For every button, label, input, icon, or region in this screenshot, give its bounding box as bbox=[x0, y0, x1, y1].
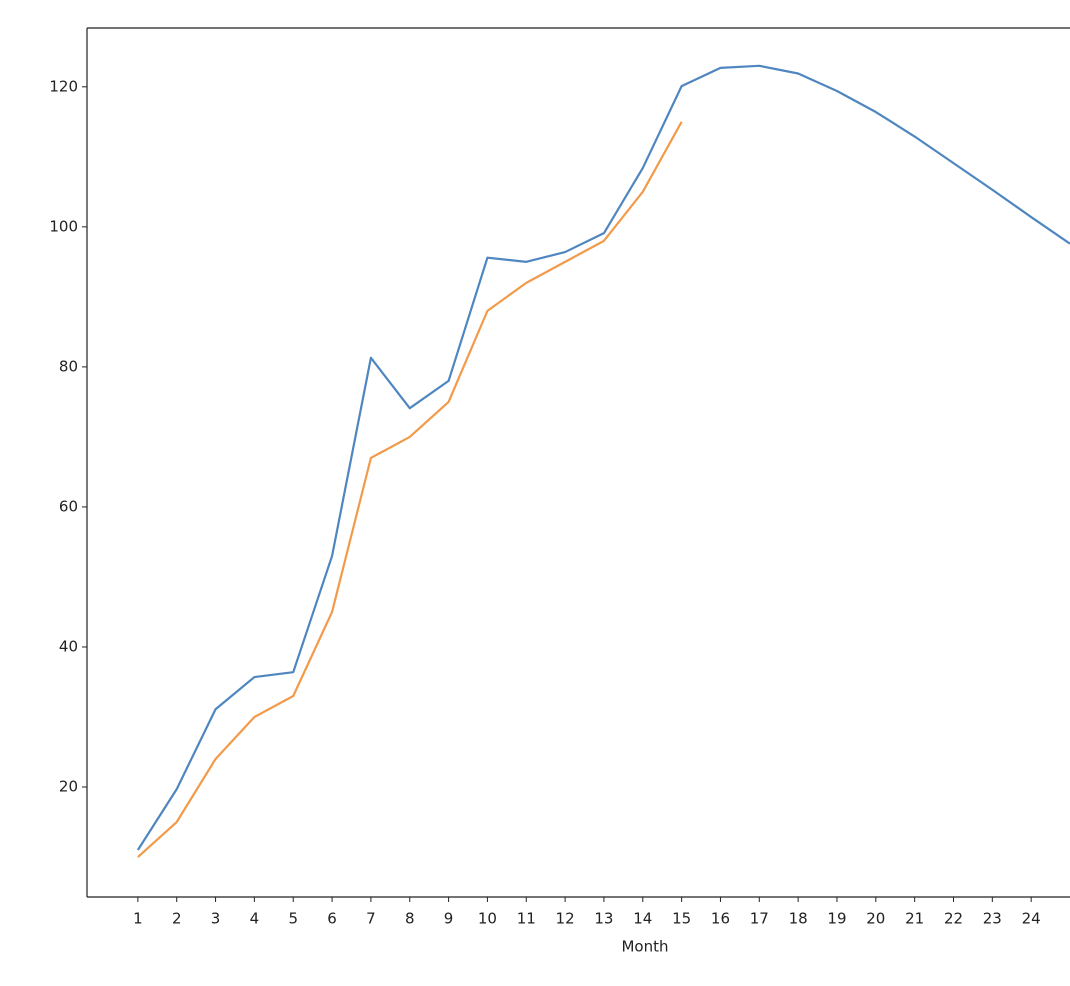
y-tick-label: 20 bbox=[59, 778, 78, 796]
x-tick-label: 22 bbox=[944, 910, 963, 928]
y-tick-label: 80 bbox=[59, 357, 78, 375]
series-line bbox=[137, 121, 683, 858]
x-tick-label: 1 bbox=[133, 910, 143, 928]
x-tick-label: 11 bbox=[517, 910, 536, 928]
x-tick-label: 18 bbox=[789, 910, 808, 928]
x-tick-label: 23 bbox=[983, 910, 1002, 928]
x-tick-label: 19 bbox=[827, 910, 846, 928]
x-tick-label: 3 bbox=[211, 910, 221, 928]
x-tick-label: 9 bbox=[444, 910, 454, 928]
x-tick-label: 5 bbox=[288, 910, 298, 928]
y-tick-label: 40 bbox=[59, 637, 78, 655]
y-tick-label: 120 bbox=[49, 77, 78, 95]
x-tick-label: 17 bbox=[750, 910, 769, 928]
x-tick-label: 20 bbox=[866, 910, 885, 928]
x-tick-label: 14 bbox=[633, 910, 652, 928]
x-tick-label: 21 bbox=[905, 910, 924, 928]
x-tick-label: 8 bbox=[405, 910, 415, 928]
series-line bbox=[136, 64, 1070, 851]
x-tick-label: 4 bbox=[250, 910, 260, 928]
x-tick-label: 7 bbox=[366, 910, 376, 928]
y-tick-label: 100 bbox=[49, 217, 78, 235]
x-tick-label: 10 bbox=[478, 910, 497, 928]
x-tick-label: 13 bbox=[594, 910, 613, 928]
y-tick-label: 60 bbox=[59, 497, 78, 515]
x-tick-label: 24 bbox=[1022, 910, 1041, 928]
x-tick-label: 16 bbox=[711, 910, 730, 928]
x-tick-label: 2 bbox=[172, 910, 182, 928]
x-tick-label: 15 bbox=[672, 910, 691, 928]
x-tick-label: 6 bbox=[327, 910, 337, 928]
x-tick-label: 12 bbox=[556, 910, 575, 928]
x-axis-label: Month bbox=[621, 938, 668, 956]
